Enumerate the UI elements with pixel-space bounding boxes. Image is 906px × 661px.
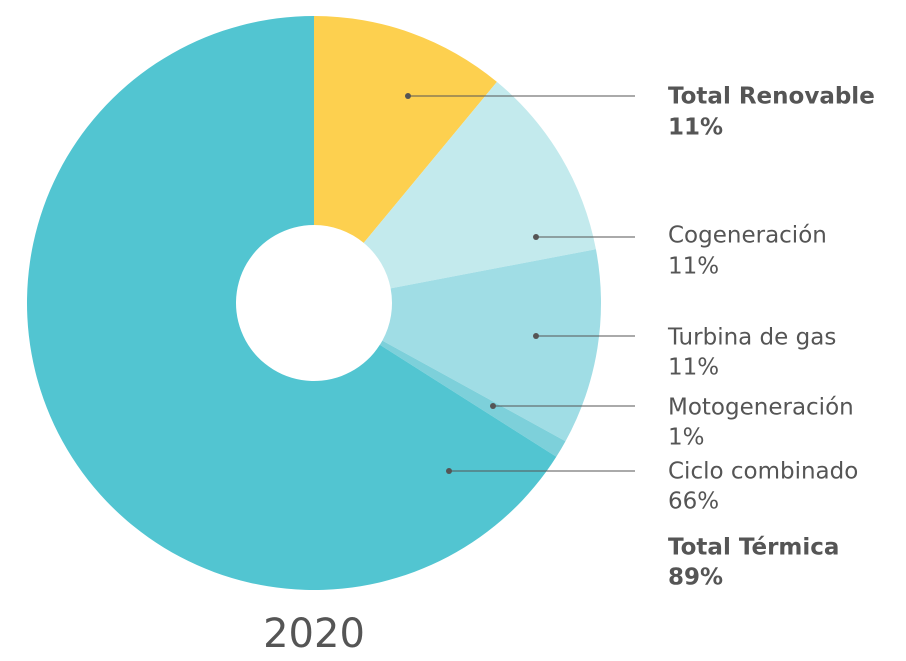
legend-label: Turbina de gas	[667, 325, 836, 351]
legend-label: Motogeneración	[668, 395, 854, 421]
leader-dot	[533, 333, 539, 339]
value-label: 66%	[668, 489, 719, 515]
value-label: 1%	[668, 425, 705, 451]
slice	[26, 16, 557, 590]
leader-dot	[405, 93, 411, 99]
annotation-value: 89%	[668, 565, 723, 591]
slice	[314, 16, 497, 243]
value-label: 11%	[668, 254, 719, 280]
legend-label: Cogeneración	[668, 223, 827, 249]
legend-label: Total Renovable	[668, 84, 875, 110]
leader-dot	[490, 403, 496, 409]
slice	[382, 249, 601, 442]
value-label: 11%	[668, 355, 719, 381]
annotation-text: Total Térmica	[668, 535, 839, 561]
value-label: 11%	[668, 115, 723, 141]
legend-label: Ciclo combinado	[668, 459, 858, 485]
leader-dot	[446, 468, 452, 474]
leader-dot	[533, 234, 539, 240]
chart-title: 2020	[263, 611, 365, 657]
slice	[379, 340, 566, 457]
